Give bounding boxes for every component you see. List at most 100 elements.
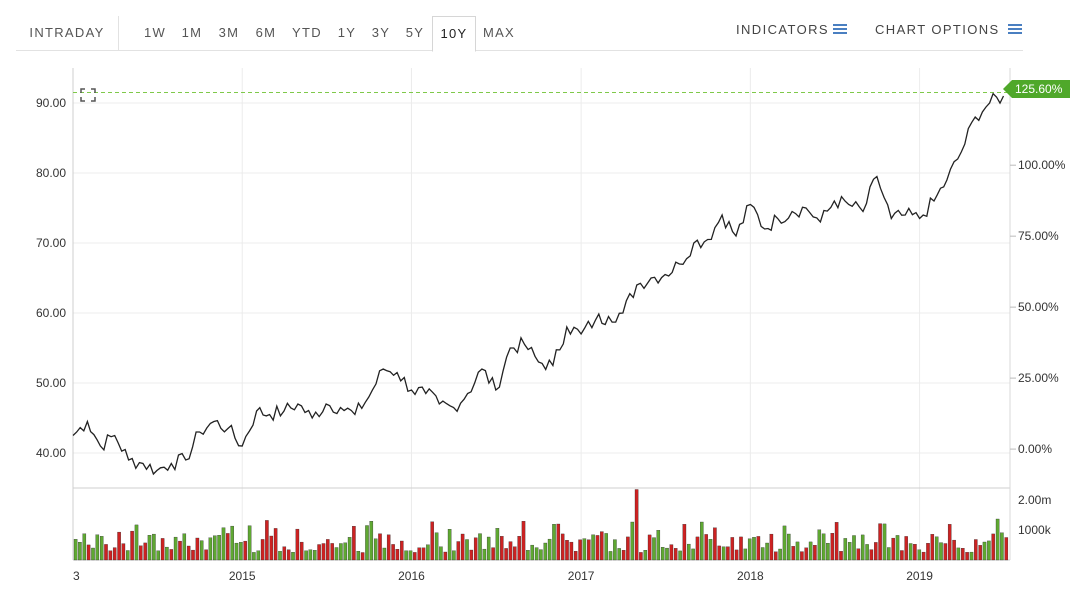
volume-bar — [630, 521, 635, 561]
volume-bar — [891, 537, 895, 561]
volume-bar — [687, 543, 691, 561]
volume-bar — [547, 538, 552, 561]
volume-bar — [282, 546, 287, 561]
volume-bar — [817, 529, 822, 561]
chart-options-button[interactable]: CHART OPTIONS — [875, 22, 1022, 38]
volume-bar — [543, 542, 548, 561]
volume-bar — [239, 542, 243, 561]
y-axis-left: 40.00 50.00 60.00 70.00 80.00 90.00 — [36, 96, 66, 460]
volume-bar — [717, 545, 721, 561]
tab-1w[interactable]: 1W — [143, 25, 167, 40]
volume-bar — [217, 535, 221, 561]
tab-ytd[interactable]: YTD — [292, 25, 322, 40]
menu-icon — [832, 22, 847, 36]
volume-bar — [356, 551, 361, 561]
tab-1m[interactable]: 1M — [181, 25, 203, 40]
volume-bar — [865, 544, 869, 561]
volume-bar — [539, 549, 543, 561]
volume-bar — [939, 542, 943, 561]
volume-bar — [447, 529, 452, 561]
volume-bar — [395, 549, 400, 561]
volume-bar — [1004, 537, 1009, 561]
y-right-tick-label: 0.00% — [1018, 442, 1052, 456]
volume-bar — [869, 549, 874, 561]
volume-bar — [739, 536, 743, 561]
volume-bar — [713, 527, 717, 561]
volume-bar — [369, 521, 374, 561]
tab-3y[interactable]: 3Y — [371, 25, 391, 40]
y-tick-label: 70.00 — [36, 236, 66, 250]
volume-bar — [952, 539, 956, 561]
volume-bar — [465, 539, 469, 561]
volume-bar — [743, 548, 748, 561]
tab-3m[interactable]: 3M — [218, 25, 240, 40]
y-right-tick-label: 50.00% — [1018, 300, 1059, 314]
volume-bar — [795, 541, 800, 561]
volume-bar — [243, 540, 247, 561]
volume-bar — [947, 524, 952, 561]
volume-bar — [378, 533, 382, 561]
plot-frame — [72, 68, 1011, 561]
volume-bar — [530, 544, 534, 561]
tab-6m[interactable]: 6M — [255, 25, 277, 40]
volume-bar — [99, 536, 104, 561]
volume-bar — [787, 533, 791, 561]
volume-bar — [208, 537, 213, 561]
toolbar-divider — [16, 50, 1023, 51]
volume-bar — [860, 534, 865, 561]
volume-bar — [769, 533, 774, 561]
volume-bar — [178, 540, 182, 561]
volume-bar — [826, 543, 830, 561]
tab-intraday[interactable]: INTRADAY — [16, 16, 119, 50]
volume-bar — [213, 535, 217, 561]
volume-bar — [326, 539, 330, 561]
volume-bar — [991, 533, 995, 561]
volume-bar — [760, 547, 765, 561]
y-tick-label: 60.00 — [36, 306, 66, 320]
tab-1y[interactable]: 1Y — [337, 25, 357, 40]
volume-bar — [482, 548, 487, 561]
volume-bar — [643, 550, 648, 561]
volume-bar — [404, 550, 408, 561]
volume-bar — [800, 551, 804, 561]
volume-bar — [417, 547, 421, 561]
volume-bar — [252, 552, 256, 561]
volume-bar — [974, 539, 978, 561]
volume-bar — [265, 520, 269, 561]
volume-bar — [504, 548, 508, 561]
volume-bar — [813, 545, 817, 561]
tab-10y[interactable]: 10Y — [432, 16, 476, 52]
volume-bar — [304, 550, 308, 561]
volume-bar — [460, 533, 465, 561]
volume-bar — [778, 548, 782, 561]
x-tick-label: 2018 — [737, 569, 764, 583]
volume-bar — [226, 533, 230, 561]
volume-bar — [143, 542, 147, 561]
volume-bar — [878, 523, 882, 561]
volume-bars — [73, 489, 1009, 561]
volume-bar — [78, 542, 82, 561]
expand-icon[interactable] — [80, 88, 96, 102]
volume-bar — [286, 549, 291, 561]
volume-bar — [382, 547, 387, 561]
volume-bar — [112, 547, 117, 561]
volume-bar — [491, 547, 495, 561]
volume-bar — [652, 537, 656, 561]
tab-5y[interactable]: 5Y — [405, 25, 425, 40]
grid — [73, 68, 1010, 560]
volume-bar — [156, 550, 160, 561]
volume-bar — [917, 549, 922, 561]
volume-bar — [330, 543, 334, 561]
volume-axis: 2.00m 1000k — [1018, 493, 1052, 537]
volume-bar — [456, 541, 461, 561]
volume-bar — [995, 518, 1000, 561]
x-axis: 3 2015 2016 2017 2018 2019 — [73, 569, 933, 583]
tab-max[interactable]: MAX — [482, 25, 516, 40]
volume-bar — [804, 547, 808, 561]
volume-bar — [752, 537, 756, 561]
indicators-button[interactable]: INDICATORS — [736, 22, 847, 38]
price-line — [72, 92, 1005, 476]
volume-bar — [582, 538, 587, 561]
volume-bar — [443, 551, 448, 561]
volume-bar — [691, 548, 695, 561]
